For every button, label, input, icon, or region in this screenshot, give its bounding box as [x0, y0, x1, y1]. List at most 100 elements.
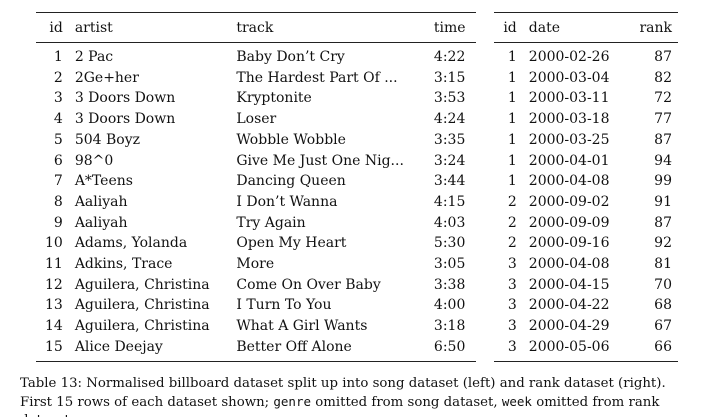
- cell-date: 2000-04-08: [528, 173, 610, 190]
- cell-id: 3: [53, 90, 63, 107]
- cell-id: 4: [53, 111, 63, 128]
- cell-id: 11: [44, 256, 63, 273]
- cell-time: 4:24: [433, 111, 466, 128]
- cell-date: 2000-02-26: [528, 49, 610, 65]
- cell-rank: 82: [654, 69, 672, 86]
- rank-table-header: id date rank: [494, 12, 678, 43]
- table-caption: Table 13: Normalised billboard dataset s…: [20, 375, 690, 417]
- caption-text-3: omitted from rank dataset.: [20, 395, 660, 417]
- table-row: 1 2000-02-26 87: [494, 43, 678, 68]
- cell-id: 3: [507, 256, 517, 273]
- cell-track: Come On Over Baby: [236, 276, 381, 293]
- song-table-header: id artist track time: [36, 12, 476, 43]
- table-row: 1 2000-03-25 87: [494, 130, 678, 151]
- cell-id: 3: [494, 336, 523, 362]
- caption-text-2: omitted from song dataset,: [311, 395, 502, 410]
- cell-date: 2000-03-11: [528, 90, 610, 107]
- cell-artist: 504 Boyz: [74, 131, 140, 148]
- cell-id: 2: [507, 193, 517, 210]
- cell-rank: 92: [654, 235, 672, 252]
- cell-time: 3:24: [433, 152, 466, 169]
- cell-date: 2000-03-18: [528, 111, 610, 128]
- cell-id: 1: [507, 90, 517, 107]
- cell-id: 1: [507, 69, 517, 86]
- cell-id: 1: [53, 49, 63, 65]
- table-row: 4 3 Doors Down Loser 4:24: [36, 109, 476, 130]
- cell-artist: Aguilera, Christina: [74, 276, 210, 293]
- cell-date: 2000-03-04: [528, 69, 610, 86]
- table-row: 13 Aguilera, Christina I Turn To You 4:00: [36, 295, 476, 316]
- cell-rank: 94: [654, 152, 672, 169]
- cell-time: 3:38: [433, 276, 466, 293]
- cell-rank: 87: [654, 49, 672, 65]
- cell-date: 2000-09-09: [528, 214, 610, 231]
- table-row: 3 3 Doors Down Kryptonite 3:53: [36, 88, 476, 109]
- song-table-body: 1 2 Pac Baby Don’t Cry 4:22 2 2Ge+her The Hard…: [36, 43, 476, 362]
- cell-id: 12: [44, 276, 63, 293]
- table-row: 6 98^0 Give Me Just One Nig... 3:24: [36, 151, 476, 172]
- cell-time: 3:35: [433, 131, 466, 148]
- table-row: 10 Adams, Yolanda Open My Heart 5:30: [36, 233, 476, 254]
- cell-track: Open My Heart: [236, 235, 347, 252]
- table-row: 3 2000-04-08 81: [494, 254, 678, 275]
- cell-track: I Turn To You: [236, 297, 332, 314]
- cell-track: Loser: [236, 111, 277, 128]
- cell-rank: 72: [654, 90, 672, 107]
- cell-artist: 3 Doors Down: [74, 111, 176, 128]
- cell-rank: 77: [654, 111, 672, 128]
- cell-id: 15: [36, 336, 69, 362]
- caption-code-genre: genre: [273, 394, 312, 409]
- cell-id: 1: [507, 111, 517, 128]
- cell-artist: 3 Doors Down: [74, 90, 176, 107]
- cell-id: 1: [507, 152, 517, 169]
- table-row: 11 Adkins, Trace More 3:05: [36, 254, 476, 275]
- cell-track: The Hardest Part Of ...: [236, 69, 398, 86]
- cell-track: Try Again: [236, 214, 306, 231]
- table-row: 1 2000-04-01 94: [494, 151, 678, 172]
- table-row: 2 2Ge+her The Hardest Part Of ... 3:15: [36, 68, 476, 89]
- cell-artist: Aguilera, Christina: [74, 297, 210, 314]
- cell-time: 4:15: [433, 193, 466, 210]
- cell-track: Dancing Queen: [236, 173, 346, 190]
- cell-track: More: [236, 256, 275, 273]
- col-header-id: id: [36, 12, 69, 43]
- col-header-rank: rank: [627, 12, 678, 43]
- cell-time: 4:22: [433, 49, 466, 65]
- table-row: 1 2000-03-04 82: [494, 68, 678, 89]
- table-row: 8 Aaliyah I Don’t Wanna 4:15: [36, 192, 476, 213]
- cell-id: 7: [53, 173, 63, 190]
- cell-id: 13: [44, 297, 63, 314]
- cell-track: Wobble Wobble: [236, 131, 346, 148]
- cell-artist: 2 Pac: [74, 49, 114, 65]
- cell-time: 3:53: [433, 90, 466, 107]
- table-row: 7 A*Teens Dancing Queen 3:44: [36, 171, 476, 192]
- cell-artist: 98^0: [74, 152, 114, 169]
- cell-rank: 91: [654, 193, 672, 210]
- cell-artist: Aguilera, Christina: [74, 318, 210, 335]
- cell-rank: 68: [654, 297, 672, 314]
- table-row: 3 2000-04-29 67: [494, 316, 678, 337]
- col-header-track: track: [230, 12, 428, 43]
- table-row: 2 2000-09-09 87: [494, 213, 678, 234]
- cell-date: 2000-04-15: [528, 276, 610, 293]
- cell-time: 4:00: [433, 297, 466, 314]
- col-header-id: id: [494, 12, 523, 43]
- caption-text-1: Table 13: Normalised billboard dataset s…: [20, 376, 666, 410]
- cell-artist: Adams, Yolanda: [74, 235, 188, 252]
- cell-id: 3: [507, 318, 517, 335]
- cell-date: 2000-04-01: [528, 152, 610, 169]
- cell-time: 6:50: [427, 336, 476, 362]
- table-row: 15 Alice Deejay Better Off Alone 6:50: [36, 336, 476, 362]
- table-row: 3 2000-04-22 68: [494, 295, 678, 316]
- cell-rank: 81: [654, 256, 672, 273]
- cell-rank: 66: [627, 336, 678, 362]
- song-header-row: id artist track time: [36, 12, 476, 43]
- table-row: 1 2000-03-18 77: [494, 109, 678, 130]
- cell-date: 2000-09-02: [528, 193, 610, 210]
- cell-artist: Alice Deejay: [68, 336, 231, 362]
- table-row: 12 Aguilera, Christina Come On Over Baby 3:…: [36, 275, 476, 296]
- cell-date: 2000-04-22: [528, 297, 610, 314]
- rank-header-row: id date rank: [494, 12, 678, 43]
- table-row: 5 504 Boyz Wobble Wobble 3:35: [36, 130, 476, 151]
- cell-id: 1: [507, 131, 517, 148]
